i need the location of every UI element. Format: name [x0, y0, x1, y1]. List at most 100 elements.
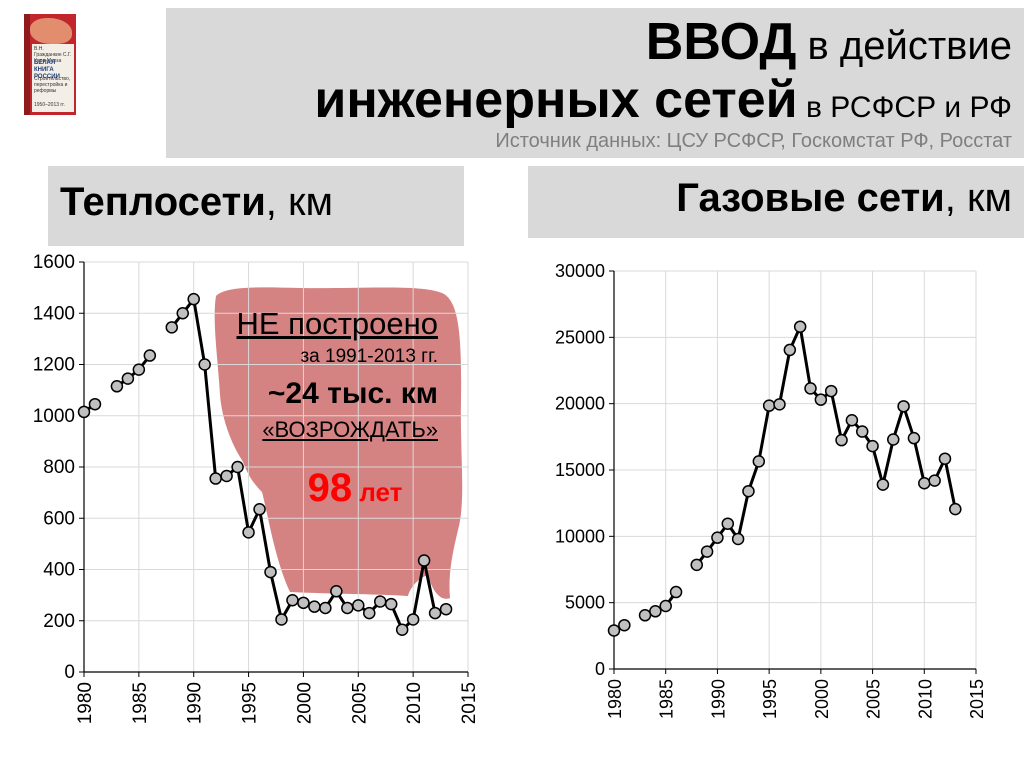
- gas-data-point: [845, 414, 859, 427]
- annotation-amount-value: 24 тыс. км: [285, 377, 438, 410]
- book-cover-panel: [32, 44, 74, 112]
- heat-y-tick-label: 1400: [33, 303, 75, 324]
- gas-y-tick-label: 20000: [555, 394, 605, 414]
- heat-data-point: [209, 472, 222, 485]
- data-source-text: Источник данных: ЦСУ РСФСР, Госкомстат Р…: [495, 130, 1012, 152]
- heat-data-point: [319, 601, 332, 615]
- gas-x-tick-label: 1990: [708, 679, 728, 719]
- heat-data-point: [198, 358, 211, 371]
- gas-data-point: [742, 484, 755, 498]
- book-years: 1950–2013 гг.: [34, 102, 65, 108]
- gas-data-point: [773, 398, 786, 411]
- heat-data-point: [165, 321, 179, 334]
- heat-x-tick-label: 1985: [130, 682, 151, 724]
- heat-data-point: [297, 596, 310, 610]
- gas-data-point: [928, 474, 941, 487]
- gas-data-point: [762, 399, 776, 412]
- heat-data-point: [417, 554, 431, 567]
- gas-y-tick-label: 0: [595, 659, 605, 679]
- book-title: БЕЛАЯ КНИГА РОССИИ: [34, 60, 60, 80]
- heat-y-tick-label: 1000: [33, 406, 75, 427]
- heat-y-tick-label: 1200: [33, 355, 75, 376]
- book-cover-image: В.Н. Гражданкин С.Г. Кара-Мурза БЕЛАЯ КН…: [24, 14, 76, 115]
- heat-data-point: [231, 460, 244, 474]
- heat-x-tick-label: 1980: [75, 682, 96, 724]
- title-bold-1: ВВОД: [645, 13, 797, 71]
- heat-data-point: [395, 623, 409, 636]
- gas-data-point: [700, 545, 714, 558]
- gas-data-point: [804, 382, 817, 395]
- gas-x-tick-label: 2000: [812, 679, 832, 719]
- title-bold-2: инженерных сетей: [314, 71, 798, 129]
- heat-data-point: [253, 503, 266, 516]
- right-panel-title-unit: , км: [944, 176, 1012, 220]
- gas-data-point: [649, 605, 662, 618]
- title-rest-1: в действие: [796, 24, 1012, 68]
- annotation-block: НЕ построено за 1991-2013 гг. ~24 тыс. к…: [200, 306, 439, 444]
- gas-data-point: [721, 517, 735, 530]
- gas-y-tick-label: 5000: [565, 593, 605, 613]
- book-spine: [24, 14, 30, 115]
- gas-data-point: [887, 433, 900, 446]
- heat-y-tick-label: 600: [43, 508, 75, 529]
- annotation-tilde: ~: [267, 377, 286, 410]
- gas-x-tick-label: 1980: [605, 679, 625, 719]
- gas-x-tick-label: 2015: [967, 679, 987, 719]
- heat-data-point: [187, 292, 200, 306]
- gas-data-point: [731, 532, 745, 546]
- heat-x-tick-label: 2015: [459, 682, 480, 724]
- gas-data-point: [907, 431, 921, 445]
- heat-data-point: [242, 526, 255, 539]
- left-panel-title-unit: , км: [265, 180, 334, 224]
- book-authors: В.Н. Гражданкин С.Г. Кара-Мурза: [34, 46, 72, 64]
- annotation-amount: ~24 тыс. км: [200, 372, 438, 416]
- annotation-not-built: НЕ построено: [236, 306, 439, 341]
- heat-data-point: [143, 349, 157, 362]
- gas-data-point: [638, 609, 652, 622]
- heat-data-point: [121, 372, 135, 385]
- heat-data-point: [176, 307, 189, 320]
- gas-x-tick-label: 2010: [915, 679, 935, 719]
- annotation-years-unit: лет: [352, 477, 403, 507]
- gas-data-point: [855, 425, 869, 438]
- book-subtitle: Строительство, перестройка и реформы: [34, 76, 71, 94]
- left-chart-axes: 0 200 400 600 800 1000 1200 1400 1600 1980 1985 199…: [33, 252, 480, 724]
- heat-data-point: [428, 606, 442, 620]
- heat-x-tick-label: 1990: [185, 682, 206, 724]
- left-chart-series: [77, 292, 453, 636]
- book-map-graphic: [30, 18, 72, 44]
- gas-y-tick-label: 25000: [555, 327, 605, 347]
- right-chart-series: [607, 320, 962, 637]
- gas-data-point: [659, 599, 672, 613]
- not-built-area: [214, 287, 463, 599]
- annotation-revive: «ВОЗРОЖДАТЬ»: [262, 417, 438, 442]
- gas-data-point: [618, 618, 631, 632]
- heat-y-tick-label: 0: [64, 662, 75, 683]
- heat-data-point: [352, 599, 365, 612]
- gas-data-point: [835, 433, 848, 447]
- heat-data-point: [341, 601, 354, 615]
- right-panel-title-box: Газовые сети, км: [528, 166, 1024, 238]
- annotation-years: 98 лет: [300, 466, 410, 511]
- heat-data-point: [406, 613, 420, 626]
- heat-data-point: [88, 397, 102, 411]
- heat-x-tick-label: 1995: [240, 682, 261, 724]
- gas-data-point: [690, 558, 703, 572]
- gas-data-point: [814, 393, 828, 406]
- gas-series-line: [695, 325, 957, 566]
- left-panel-title-box: Теплосети, км: [48, 166, 464, 246]
- gas-data-point: [918, 477, 931, 490]
- page-title-line-1: ВВОД в действие: [646, 12, 1012, 72]
- gas-data-point: [793, 320, 807, 333]
- heat-data-point: [286, 594, 299, 607]
- heat-data-point: [77, 405, 91, 419]
- left-panel-title-bold: Теплосети: [60, 180, 266, 224]
- gas-y-tick-label: 10000: [555, 526, 605, 546]
- annotation-period: за 1991-2013 гг.: [300, 346, 438, 367]
- heat-series-line: [116, 354, 152, 388]
- right-chart-axes: 0 5000 10000 15000 20000 25000 30000 1980 1985 19…: [555, 261, 987, 719]
- heat-data-point: [220, 469, 233, 483]
- page-title-line-2: инженерных сетей в РСФСР и РФ: [314, 70, 1012, 130]
- heat-data-point: [132, 363, 146, 376]
